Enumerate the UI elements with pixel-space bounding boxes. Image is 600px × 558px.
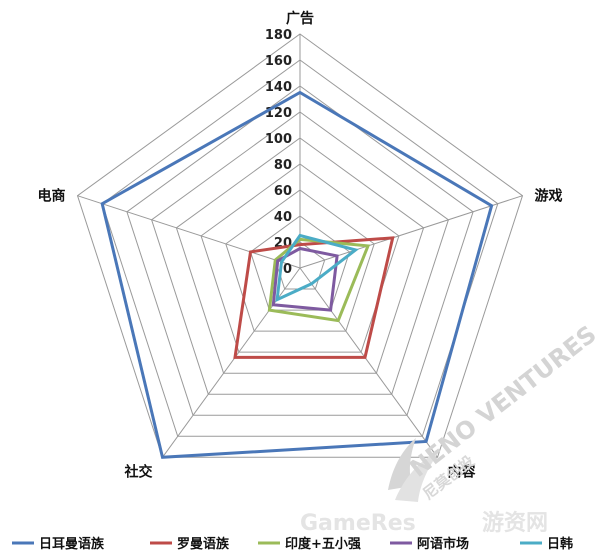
axis-label: 广告	[286, 10, 314, 27]
tick-label: 140	[265, 80, 292, 95]
neno-logo-icon	[388, 438, 440, 502]
grid-ring	[126, 85, 474, 416]
tick-label: 180	[265, 28, 292, 43]
legend: 日耳曼语族 罗曼语族 印度+五小强 阿语市场 日韩	[12, 536, 573, 552]
grid-ring	[101, 59, 499, 437]
grid-ring	[225, 189, 375, 332]
legend-item: 罗曼语族	[177, 536, 230, 552]
tick-label: 100	[265, 132, 292, 147]
tick-label: 160	[265, 54, 292, 69]
tick-label: 60	[274, 184, 292, 199]
legend-item: 日耳曼语族	[39, 536, 105, 552]
series-lines	[100, 90, 494, 459]
series-line	[100, 90, 494, 459]
axis-spoke	[162, 267, 301, 458]
axis-spoke	[77, 195, 301, 269]
legend-item: 阿语市场	[417, 536, 469, 552]
grid-ring	[175, 137, 425, 374]
grid-ring	[76, 33, 524, 458]
axis-label: 社交	[124, 463, 153, 480]
axis-spoke	[299, 267, 438, 458]
grid-ring	[200, 163, 400, 353]
grid-ring	[151, 111, 449, 395]
tick-label: 80	[274, 158, 292, 173]
legend-item: 印度+五小强	[285, 536, 361, 552]
series-line	[233, 236, 395, 359]
axis-label: 游戏	[535, 188, 563, 205]
site-watermark-text: GameRes	[300, 511, 416, 536]
tick-label: 40	[274, 210, 292, 225]
site-watermark-cn: 游资网	[482, 510, 548, 536]
series-line	[271, 246, 339, 312]
tick-label: 0	[283, 262, 292, 277]
series-line	[275, 233, 359, 303]
legend-item: 日韩	[547, 536, 573, 552]
series-line	[267, 237, 371, 323]
axis-label: 电商	[38, 188, 66, 205]
axis-label: 内容	[448, 463, 476, 480]
